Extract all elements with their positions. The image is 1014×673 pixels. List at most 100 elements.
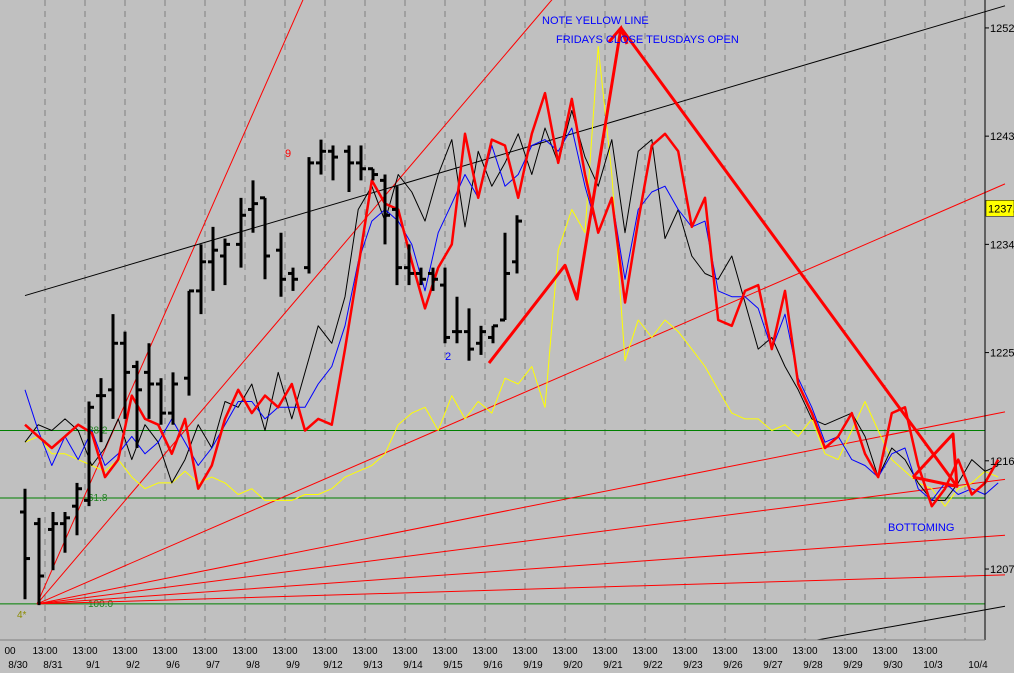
x-tick-date: 9/21 bbox=[603, 660, 623, 671]
x-tick-time: 13:00 bbox=[312, 646, 337, 657]
ohlc-bar bbox=[108, 314, 118, 419]
fan-line bbox=[24, 5, 1006, 297]
x-tick-time: 13:00 bbox=[72, 646, 97, 657]
current-price-badge bbox=[985, 200, 1014, 217]
ohlc-bar bbox=[464, 308, 474, 361]
series-line bbox=[24, 110, 999, 501]
x-tick-time: 13:00 bbox=[792, 646, 817, 657]
x-tick-time: 13:00 bbox=[512, 646, 537, 657]
y-tick-label: 1207. bbox=[990, 564, 1014, 576]
ohlc-bar bbox=[48, 512, 58, 571]
series-lines bbox=[24, 46, 1000, 508]
fan-line bbox=[36, 183, 1006, 605]
x-tick-date: 9/1 bbox=[86, 660, 100, 671]
ohlc-bar bbox=[416, 267, 426, 286]
note-bottoming: BOTTOMING bbox=[888, 522, 954, 534]
x-tick-time: 13:00 bbox=[552, 646, 577, 657]
ohlc-bar bbox=[452, 296, 462, 344]
x-tick-time: 13:00 bbox=[592, 646, 617, 657]
y-tick-label: 1234. bbox=[990, 239, 1014, 251]
ohlc-bar bbox=[84, 401, 94, 507]
fib-level-label: 38.2 bbox=[88, 426, 108, 437]
ohlc-bar bbox=[368, 167, 378, 181]
x-tick-time: 13:00 bbox=[192, 646, 217, 657]
ohlc-bar bbox=[304, 157, 314, 274]
x-tick-date: 9/7 bbox=[206, 660, 220, 671]
note-yellow-line: NOTE YELLOW LINE bbox=[542, 15, 649, 27]
x-tick-date: 9/22 bbox=[643, 660, 663, 671]
y-tick-label: 1225. bbox=[990, 348, 1014, 360]
fan-line bbox=[36, 478, 1006, 605]
x-tick-time: 13:00 bbox=[272, 646, 297, 657]
x-tick-date: 9/14 bbox=[403, 660, 423, 671]
x-tick-time: 13:00 bbox=[832, 646, 857, 657]
x-tick-date: 8/30 bbox=[8, 660, 28, 671]
y-tick-label: 1252. bbox=[990, 23, 1014, 35]
ohlc-bar bbox=[512, 215, 522, 274]
ohlc-bar bbox=[476, 325, 486, 355]
ohlc-bar bbox=[60, 512, 70, 553]
current-price-label: 1237. bbox=[988, 203, 1014, 215]
ohlc-bar bbox=[288, 267, 298, 291]
x-tick-time: 13:00 bbox=[872, 646, 897, 657]
marker-9: 9 bbox=[285, 148, 291, 160]
x-tick-time: 13:00 bbox=[392, 646, 417, 657]
x-tick-date: 9/13 bbox=[363, 660, 383, 671]
x-tick-date: 9/15 bbox=[443, 660, 463, 671]
ohlc-bar bbox=[120, 331, 130, 419]
x-tick-date: 9/16 bbox=[483, 660, 503, 671]
x-tick-date: 9/27 bbox=[763, 660, 783, 671]
marker-4: 4* bbox=[17, 610, 27, 621]
x-tick-time: 13:00 bbox=[712, 646, 737, 657]
x-tick-date: 9/26 bbox=[723, 660, 743, 671]
ohlc-bar bbox=[144, 343, 154, 419]
x-tick-time: 13:00 bbox=[472, 646, 497, 657]
fib-level-label: 100.0 bbox=[88, 599, 113, 610]
note-fridays-close: FRIDAYS CLOSE TEUSDAYS OPEN bbox=[556, 34, 739, 46]
x-tick-time: 00 bbox=[4, 646, 16, 657]
fan-line bbox=[36, 411, 1006, 605]
fan-line bbox=[36, 574, 1006, 605]
x-tick-date: 8/31 bbox=[43, 660, 63, 671]
x-tick-date: 9/23 bbox=[683, 660, 703, 671]
ohlc-bar bbox=[96, 378, 106, 443]
ohlc-bar bbox=[380, 174, 390, 245]
ohlc-bar bbox=[392, 186, 402, 286]
series-line bbox=[24, 46, 999, 507]
ohlc-bar bbox=[132, 360, 142, 448]
x-tick-time: 13:00 bbox=[232, 646, 257, 657]
ohlc-bar bbox=[404, 244, 414, 286]
ohlc-bar bbox=[488, 324, 498, 344]
ohlc-bars bbox=[20, 139, 522, 606]
x-tick-time: 13:00 bbox=[32, 646, 57, 657]
x-tick-date: 9/30 bbox=[883, 660, 903, 671]
ohlc-bar bbox=[156, 378, 166, 425]
y-axis: 1252. 1243. 1234. 1225. 1216. 1207. 1237. bbox=[985, 23, 1014, 576]
arrow-head bbox=[607, 25, 629, 45]
y-tick-label: 1243. bbox=[990, 131, 1014, 143]
annotation-arrow bbox=[619, 27, 959, 488]
x-tick-time: 13:00 bbox=[432, 646, 457, 657]
x-tick-time: 13:00 bbox=[912, 646, 937, 657]
x-tick-time: 13:00 bbox=[672, 646, 697, 657]
x-tick-time: 13:00 bbox=[352, 646, 377, 657]
ohlc-bar bbox=[344, 145, 354, 192]
ohlc-bar bbox=[248, 180, 258, 233]
x-tick-date: 9/19 bbox=[523, 660, 543, 671]
x-tick-date: 9/12 bbox=[323, 660, 343, 671]
ohlc-bar bbox=[328, 145, 338, 181]
x-tick-time: 13:00 bbox=[112, 646, 137, 657]
x-tick-date: 10/4 bbox=[968, 660, 988, 671]
x-tick-date: 10/3 bbox=[923, 660, 943, 671]
annotation-arrows bbox=[487, 25, 959, 488]
fan-line bbox=[36, 534, 1006, 605]
ohlc-bar bbox=[440, 267, 450, 344]
series-line bbox=[24, 91, 1000, 508]
ohlc-bar bbox=[20, 488, 30, 600]
x-tick-date: 9/9 bbox=[286, 660, 300, 671]
annotation-arrow bbox=[487, 27, 623, 365]
ohlc-bar bbox=[208, 226, 218, 291]
x-tick-date: 9/28 bbox=[803, 660, 823, 671]
fan-line bbox=[36, 0, 553, 605]
